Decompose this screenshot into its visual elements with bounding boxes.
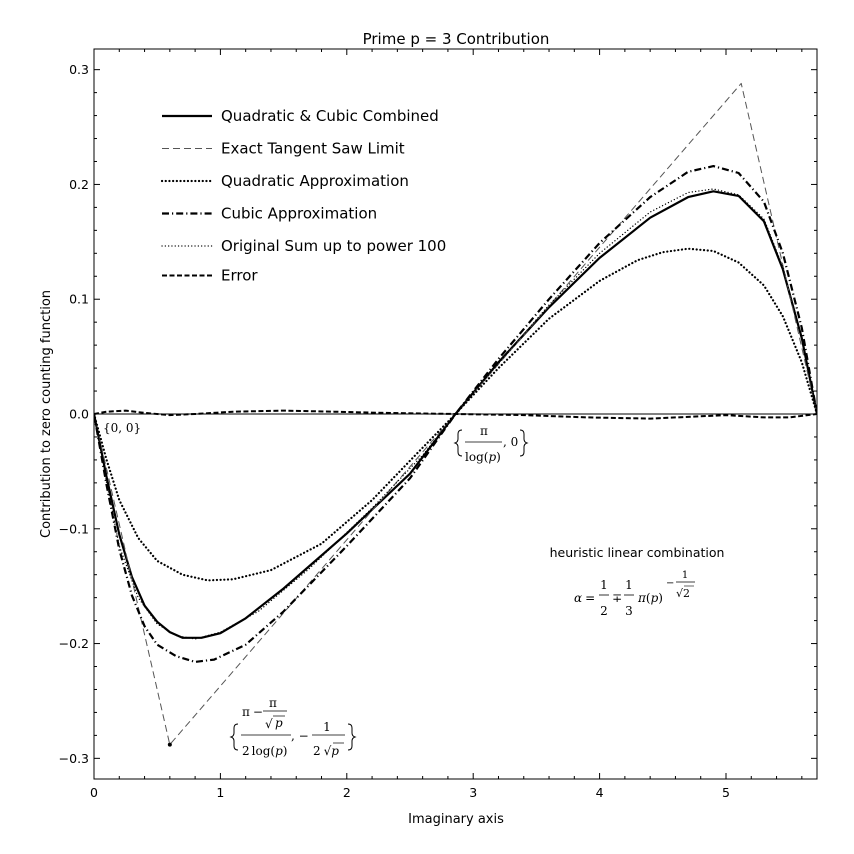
- left-brace: [453, 429, 463, 457]
- y-tick-label: −0.3: [59, 751, 89, 766]
- alpha-exp-minus: −: [666, 578, 674, 589]
- min-label-numerator: π −: [242, 705, 263, 719]
- series-line-5: [94, 188, 817, 640]
- zero-crossing-annotation: π log(p) , 0: [453, 424, 529, 464]
- alpha-mp: ∓: [612, 591, 622, 605]
- heuristic-title: heuristic linear combination: [550, 545, 725, 560]
- legend-label-6: Error: [221, 267, 258, 285]
- y-tick-label: −0.1: [59, 521, 89, 536]
- y-tick-label: 0.0: [69, 407, 89, 422]
- alpha-frac1-num: 1: [600, 578, 608, 592]
- alpha-pi-p: π(p): [637, 591, 663, 605]
- min-label-inner-sqrt: √: [265, 717, 273, 731]
- alpha-lhs: α =: [574, 591, 595, 605]
- y-tick-label: 0.2: [69, 177, 89, 192]
- legend-label-2: Exact Tangent Saw Limit: [221, 140, 405, 158]
- x-tick-label: 2: [343, 785, 351, 800]
- series-line-4: [94, 165, 817, 663]
- y-tick-label: 0.3: [69, 62, 89, 77]
- origin-annotation: {0, 0}: [103, 421, 141, 435]
- min-left-brace: [229, 723, 239, 751]
- chart-title: Prime p = 3 Contribution: [363, 30, 550, 48]
- legend-label-1: Quadratic & Cubic Combined: [221, 107, 439, 125]
- min-label-denominator: 2 log(p): [242, 744, 287, 758]
- min-label-comma-minus: , −: [291, 729, 309, 743]
- min-label-inner-pi: π: [269, 696, 277, 710]
- legend-label-3: Quadratic Approximation: [221, 172, 409, 190]
- min-label-one: 1: [323, 720, 331, 734]
- y-tick-label: 0.1: [69, 292, 89, 307]
- alpha-frac1-den: 2: [600, 604, 608, 618]
- legend-label-4: Cubic Approximation: [221, 205, 377, 223]
- y-axis-title: Contribution to zero counting function: [39, 290, 54, 538]
- y-tick-label: −0.2: [59, 636, 89, 651]
- alpha-frac2-den: 3: [625, 604, 633, 618]
- right-brace: [519, 429, 529, 457]
- x-tick-label: 1: [216, 785, 224, 800]
- legend-label-5: Original Sum up to power 100: [221, 237, 446, 255]
- alpha-formula: α = 1 2 ∓ 1 3 π(p) − 1 √2: [574, 570, 695, 618]
- alpha-exp-num: 1: [682, 570, 688, 581]
- x-tick-label: 4: [596, 785, 604, 800]
- zero-label-tail: , 0: [503, 435, 518, 449]
- series-line-1: [94, 190, 817, 639]
- zero-label-denominator: log(p): [465, 450, 501, 464]
- x-tick-label: 5: [722, 785, 730, 800]
- min-label-inner-p: p: [275, 716, 283, 730]
- x-axis-title: Imaginary axis: [408, 812, 504, 827]
- alpha-exp-den: √2: [676, 587, 690, 600]
- x-tick-label: 0: [90, 785, 98, 800]
- x-tick-label: 3: [469, 785, 477, 800]
- minimum-annotation: π − π √ p 2 log(p) , − 1 2 √p: [229, 696, 357, 758]
- min-label-right-denominator: 2 √p: [313, 744, 339, 758]
- minimum-point-marker: [167, 742, 172, 747]
- alpha-frac2-num: 1: [625, 578, 633, 592]
- zero-label-pi: π: [480, 424, 488, 438]
- legend: Quadratic & Cubic Combined Exact Tangent …: [160, 107, 446, 285]
- series-line-6: [94, 409, 817, 420]
- min-right-brace: [347, 723, 357, 751]
